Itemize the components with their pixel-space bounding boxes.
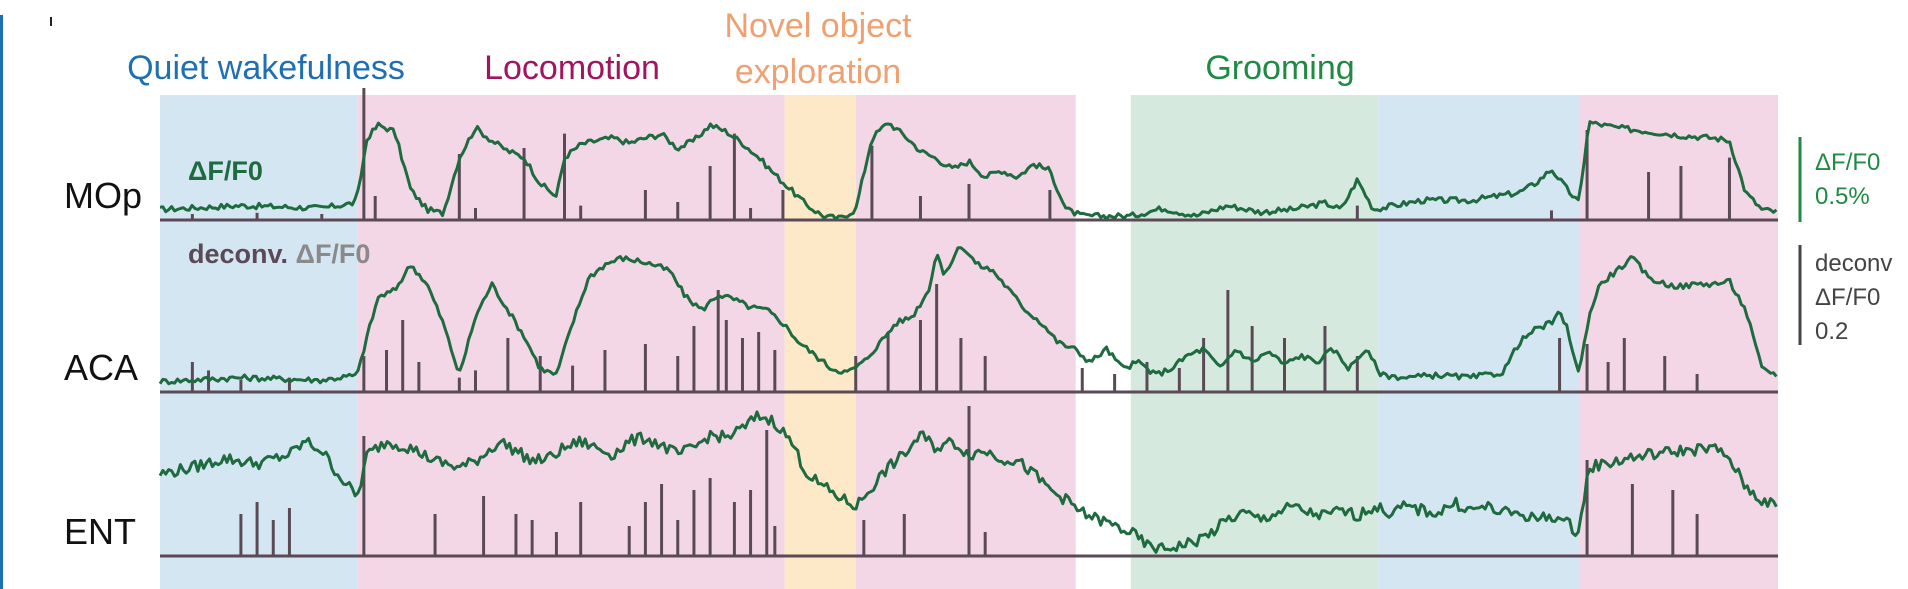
- dff-scale-label: 0.5%: [1815, 183, 1870, 210]
- behavior-label-locomotion: Locomotion: [484, 49, 660, 87]
- deconv-scale-label: ΔF/F0: [1815, 284, 1880, 311]
- behavior-label-novel: Novel object: [724, 7, 912, 45]
- dff-line: [159, 120, 1778, 221]
- behavior-band-locomotion: [357, 95, 785, 589]
- behavior-background: [160, 95, 1778, 589]
- scale-bars: ΔF/F0 0.5% deconv ΔF/F0 0.2: [1798, 137, 1892, 345]
- region-trace-mop: [159, 88, 1778, 222]
- region-label-aca: ACA: [64, 347, 138, 388]
- region-labels: MOp ACA ENT: [64, 175, 142, 552]
- behavior-label-quiet: Quiet wakefulness: [127, 49, 405, 87]
- behavior-band-none: [1075, 95, 1131, 589]
- trace-legend: ΔF/F0 deconv. ΔF/F0: [188, 156, 370, 269]
- region-trace-ent: [158, 406, 1778, 558]
- behavior-label-grooming: Grooming: [1205, 49, 1354, 87]
- dff-line: [158, 410, 1778, 554]
- region-trace-aca: [158, 246, 1778, 394]
- behavior-band-novel: [784, 95, 856, 589]
- dff-legend-label: ΔF/F0: [188, 156, 263, 186]
- deconv-legend-suffix: ΔF/F0: [296, 239, 371, 269]
- behavior-band-quiet: [160, 95, 358, 589]
- behavior-band-locomotion: [855, 95, 1076, 589]
- deconv-legend-label: deconv. ΔF/F0: [188, 239, 370, 269]
- dff-line: [158, 246, 1778, 386]
- left-border-edge: [0, 15, 3, 589]
- deconv-scale-label: 0.2: [1815, 318, 1848, 345]
- behavior-label-novel-line2: exploration: [735, 53, 901, 91]
- behavior-labels: Quiet wakefulness Locomotion Novel object e…: [127, 7, 1355, 91]
- deconv-legend-prefix: deconv.: [188, 239, 296, 269]
- region-traces: [158, 88, 1778, 558]
- region-label-mop: MOp: [64, 175, 142, 216]
- deconv-scale-label: deconv: [1815, 250, 1892, 277]
- behavior-band-locomotion: [1578, 95, 1778, 589]
- region-label-ent: ENT: [64, 511, 136, 552]
- dff-scale-label: ΔF/F0: [1815, 149, 1880, 176]
- corner-tick-mark: [50, 17, 52, 26]
